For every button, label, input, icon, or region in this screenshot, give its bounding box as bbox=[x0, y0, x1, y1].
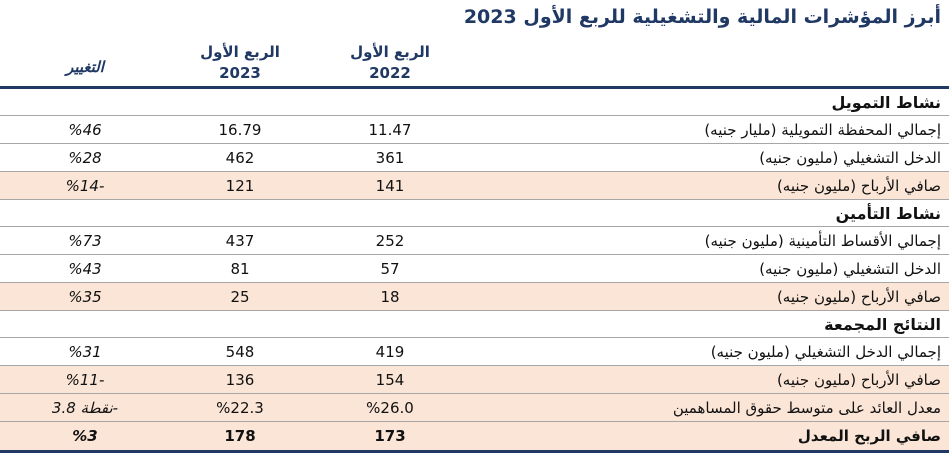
header-divider bbox=[0, 86, 949, 89]
table-bottom-border bbox=[0, 450, 949, 453]
value-q1-2022: 173 bbox=[374, 427, 406, 445]
row-label: صافي الأرباح (مليون جنيه) bbox=[776, 176, 941, 195]
col-header-q1-2022: الربع الأول 2022 bbox=[310, 42, 470, 86]
table-row: الدخل التشغيلي (مليون جنيه) 57 81 %43 bbox=[0, 255, 949, 283]
value-q1-2023: 178 bbox=[224, 427, 256, 445]
value-q1-2023: 548 bbox=[225, 342, 255, 361]
table-row: صافي الأرباح (مليون جنيه) 154 136 %11- bbox=[0, 366, 949, 394]
col-header-q1-2023-year: 2023 bbox=[219, 64, 261, 82]
value-q1-2022: 141 bbox=[375, 176, 405, 195]
section-header-row: النتائج المجمعة bbox=[0, 311, 949, 338]
value-q1-2023: 81 bbox=[230, 259, 250, 278]
table-row: صافي الأرباح (مليون جنيه) 141 121 %14- bbox=[0, 172, 949, 200]
table-row: معدل العائد على متوسط حقوق المساهمين %26.… bbox=[0, 394, 949, 422]
value-q1-2023: 121 bbox=[225, 176, 255, 195]
value-q1-2023: %22.3 bbox=[216, 398, 264, 417]
value-change: %35 bbox=[68, 287, 102, 306]
row-label: صافي الأرباح (مليون جنيه) bbox=[776, 287, 941, 306]
value-change: %31 bbox=[68, 342, 102, 361]
table-row: إجمالي الأقساط التأمينية (مليون جنيه) 252… bbox=[0, 227, 949, 255]
value-change: %46 bbox=[68, 120, 102, 139]
value-q1-2023: 16.79 bbox=[218, 120, 262, 139]
value-q1-2022: 252 bbox=[375, 231, 405, 250]
value-q1-2023: 25 bbox=[230, 287, 250, 306]
table-row: إجمالي المحفظة التمويلية (مليار جنيه) 11.… bbox=[0, 116, 949, 144]
table-row: الدخل التشغيلي (مليون جنيه) 361 462 %28 bbox=[0, 144, 949, 172]
value-change: %43 bbox=[68, 259, 102, 278]
value-q1-2022: 361 bbox=[375, 148, 405, 167]
value-q1-2022: 18 bbox=[380, 287, 400, 306]
col-header-q1-2023: الربع الأول 2023 bbox=[170, 42, 310, 86]
table-row: صافي الأرباح (مليون جنيه) 18 25 %35 bbox=[0, 283, 949, 311]
col-header-change: التغيير bbox=[66, 57, 104, 76]
value-change: %3 bbox=[72, 427, 98, 445]
value-q1-2023: 462 bbox=[225, 148, 255, 167]
value-q1-2023: 437 bbox=[225, 231, 255, 250]
section-header-row: نشاط التأمين bbox=[0, 200, 949, 227]
page-title: أبرز المؤشرات المالية والتشغيلية للربع ا… bbox=[463, 6, 941, 28]
row-label: الدخل التشغيلي (مليون جنيه) bbox=[759, 259, 941, 278]
table-row: صافي الربح المعدل 173 178 %3 bbox=[0, 422, 949, 450]
value-q1-2022: %26.0 bbox=[366, 398, 414, 417]
row-label: صافي الربح المعدل bbox=[797, 427, 941, 445]
value-change: %73 bbox=[68, 231, 102, 250]
table-row: إجمالي الدخل التشغيلي (مليون جنيه) 419 548… bbox=[0, 338, 949, 366]
table-header-row: الربع الأول 2022 الربع الأول 2023 التغيي… bbox=[0, 36, 949, 86]
value-q1-2023: 136 bbox=[225, 370, 255, 389]
value-change: %28 bbox=[68, 148, 102, 167]
value-change: %14- bbox=[65, 176, 105, 195]
value-q1-2022: 419 bbox=[375, 342, 405, 361]
col-header-q1-2022-year: 2022 bbox=[369, 64, 411, 82]
row-label: صافي الأرباح (مليون جنيه) bbox=[776, 370, 941, 389]
col-header-q1-2022-line1: الربع الأول bbox=[350, 43, 430, 61]
value-q1-2022: 11.47 bbox=[368, 120, 412, 139]
section-header-row: نشاط التمويل bbox=[0, 89, 949, 116]
value-change: %11- bbox=[65, 370, 105, 389]
value-q1-2022: 57 bbox=[380, 259, 400, 278]
col-header-q1-2023-line1: الربع الأول bbox=[200, 43, 280, 61]
row-label: معدل العائد على متوسط حقوق المساهمين bbox=[672, 398, 941, 417]
row-label: إجمالي الأقساط التأمينية (مليون جنيه) bbox=[704, 231, 941, 250]
row-label: إجمالي الدخل التشغيلي (مليون جنيه) bbox=[710, 342, 941, 361]
value-change: نقطة 3.8- bbox=[51, 398, 119, 417]
row-label: الدخل التشغيلي (مليون جنيه) bbox=[759, 148, 941, 167]
value-q1-2022: 154 bbox=[375, 370, 405, 389]
row-label: إجمالي المحفظة التمويلية (مليار جنيه) bbox=[704, 120, 941, 139]
table-body: نشاط التمويل إجمالي المحفظة التمويلية (مل… bbox=[0, 89, 949, 450]
